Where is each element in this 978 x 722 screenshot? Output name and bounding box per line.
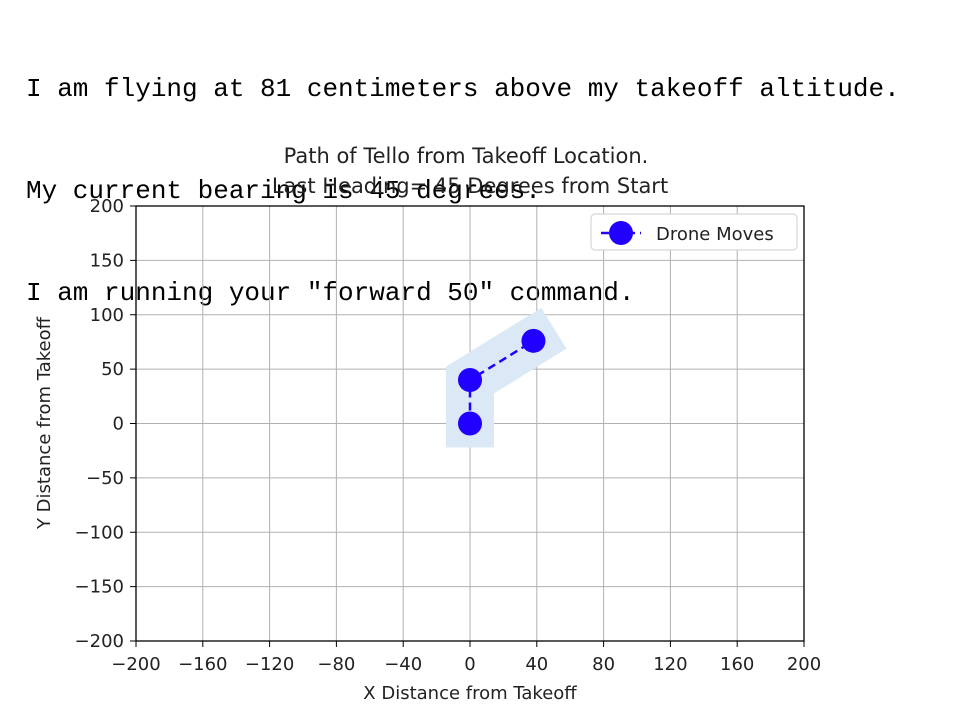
data-point xyxy=(458,368,482,392)
y-axis-ticks: 200 150 100 50 0 −50 −100 −150 −200 xyxy=(75,196,136,652)
data-point xyxy=(458,411,482,436)
x-tick-label: 200 xyxy=(787,654,821,675)
legend-marker xyxy=(609,221,633,245)
x-tick-label: −40 xyxy=(384,654,422,675)
x-tick-label: −200 xyxy=(111,654,160,675)
console-output: I am flying at 81 centimeters above my t… xyxy=(26,4,900,344)
chart-legend: Drone Moves xyxy=(590,213,798,251)
x-tick-label: 40 xyxy=(525,654,548,675)
x-tick-label: 0 xyxy=(464,654,475,675)
y-tick-label: 0 xyxy=(113,414,124,435)
legend-label: Drone Moves xyxy=(656,224,774,245)
console-line-bearing: My current bearing is 45 degrees. xyxy=(26,176,541,206)
chart-title: Path of Tello from Takeoff Location. xyxy=(284,144,649,168)
x-axis-ticks: −200 −160 −120 −80 −40 0 40 80 120 160 200 xyxy=(111,641,821,675)
y-tick-label: 200 xyxy=(90,196,124,217)
x-tick-label: −120 xyxy=(245,654,294,675)
x-tick-label: 160 xyxy=(720,654,754,675)
x-tick-label: −160 xyxy=(178,654,227,675)
legend-box xyxy=(590,213,798,251)
y-tick-label: −200 xyxy=(75,631,124,652)
x-axis-label: X Distance from Takeoff xyxy=(363,683,577,704)
y-tick-label: 150 xyxy=(90,250,124,271)
y-tick-label: −50 xyxy=(86,468,124,489)
console-line-altitude: I am flying at 81 centimeters above my t… xyxy=(26,74,900,104)
chart-subtitle: Last Heading= 45 Degrees from Start xyxy=(272,174,668,198)
y-tick-label: −150 xyxy=(75,577,124,598)
chart-series xyxy=(458,328,546,436)
x-tick-label: −80 xyxy=(317,654,355,675)
y-axis-label: Y Distance from Takeoff xyxy=(34,316,55,530)
y-tick-label: 100 xyxy=(90,305,124,326)
y-tick-label: −100 xyxy=(75,522,124,543)
y-tick-label: 50 xyxy=(101,359,124,380)
data-point xyxy=(521,328,546,353)
console-line-command: I am running your "forward 50" command. xyxy=(26,278,635,308)
x-tick-label: 120 xyxy=(653,654,687,675)
x-tick-label: 80 xyxy=(592,654,615,675)
